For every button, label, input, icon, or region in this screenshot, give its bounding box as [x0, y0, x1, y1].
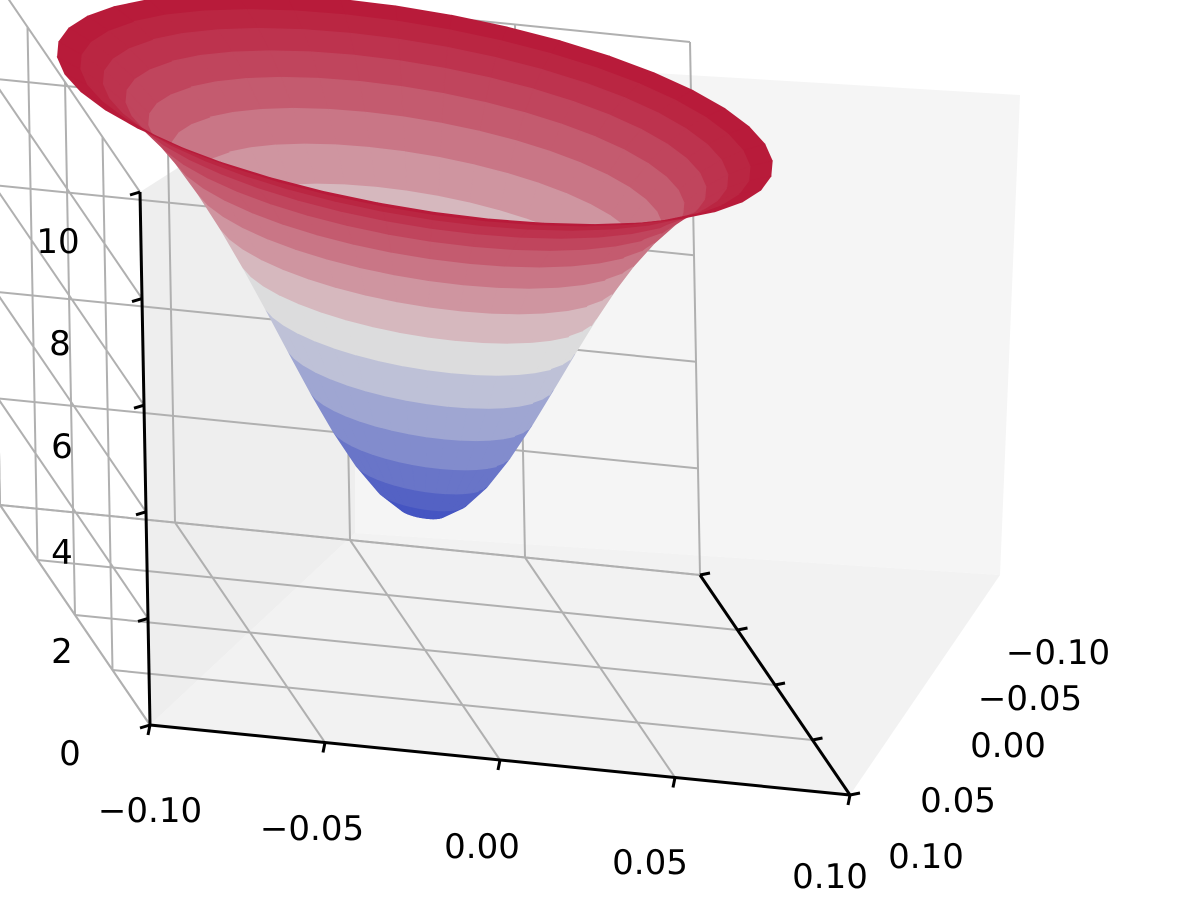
grid-line [0, 192, 145, 406]
z-tick-mark [137, 616, 149, 623]
grid-line [74, 614, 776, 686]
y-tick-mark [812, 736, 823, 742]
x-tick-mark [496, 759, 502, 771]
x-tick-mark [321, 742, 327, 753]
y-tick-label: −0.05 [978, 679, 1082, 719]
z-tick-label: 10 [36, 222, 79, 262]
grid-line [26, 26, 39, 561]
surface-facet [396, 301, 429, 338]
z-tick-mark [129, 190, 141, 197]
z-tick-label: 2 [51, 632, 73, 672]
y-tick-label: 0.10 [888, 837, 964, 877]
funnel-surface [56, 0, 773, 520]
surface-facet [463, 262, 506, 288]
y-tick-label: 0.00 [970, 726, 1046, 766]
x-tick-mark [846, 794, 852, 806]
y-tick-mark [737, 626, 748, 632]
x-tick-label: −0.05 [260, 809, 364, 849]
x-tick-label: −0.10 [98, 791, 202, 831]
z-axis-line [138, 191, 152, 726]
surface-facet [404, 151, 441, 197]
grid-line [37, 559, 738, 631]
y-tick-label: 0.05 [920, 781, 996, 821]
grid-line [0, 504, 701, 576]
grid-line [101, 136, 114, 671]
surface-facet [426, 403, 449, 440]
surface-facet [427, 280, 465, 312]
x-tick-label: 0.10 [792, 857, 868, 897]
z-tick-label: 8 [49, 324, 71, 364]
surface-facet [437, 157, 475, 204]
z-tick-label: 6 [51, 427, 73, 467]
surface-facet [402, 365, 428, 405]
tick-marks [129, 190, 861, 806]
x-tick-mark [146, 724, 152, 736]
surface-facet [369, 146, 408, 192]
z-tick-mark [135, 510, 147, 517]
surface-facet [359, 80, 404, 118]
grid-line [112, 669, 813, 741]
z-tick-mark [131, 297, 143, 304]
surface-facet [402, 116, 443, 158]
y-tick-mark [849, 791, 861, 797]
surface-facet [175, 145, 233, 168]
surface-facet [399, 331, 429, 371]
grid-line [64, 81, 76, 616]
grid-line [0, 295, 147, 513]
z-tick-label: 4 [51, 533, 73, 573]
surface-facet [426, 369, 453, 407]
x-tick-label: 0.00 [444, 827, 520, 867]
z-tick-mark [133, 403, 145, 410]
surface-facet [427, 306, 461, 342]
y-tick-mark [699, 571, 711, 577]
grid-line [0, 504, 151, 726]
surface-facet [364, 111, 406, 153]
grid-line [0, 88, 143, 300]
grid-line [0, 399, 149, 619]
surface-facet [426, 336, 457, 374]
y-tick-label: −0.10 [1006, 633, 1110, 673]
z-tick-mark [139, 723, 151, 730]
x-tick-mark [671, 777, 677, 788]
grid-line [7, 0, 141, 193]
y-tick-mark [774, 681, 786, 687]
z-tick-label: 0 [59, 734, 81, 774]
x-tick-label: 0.05 [612, 843, 688, 883]
